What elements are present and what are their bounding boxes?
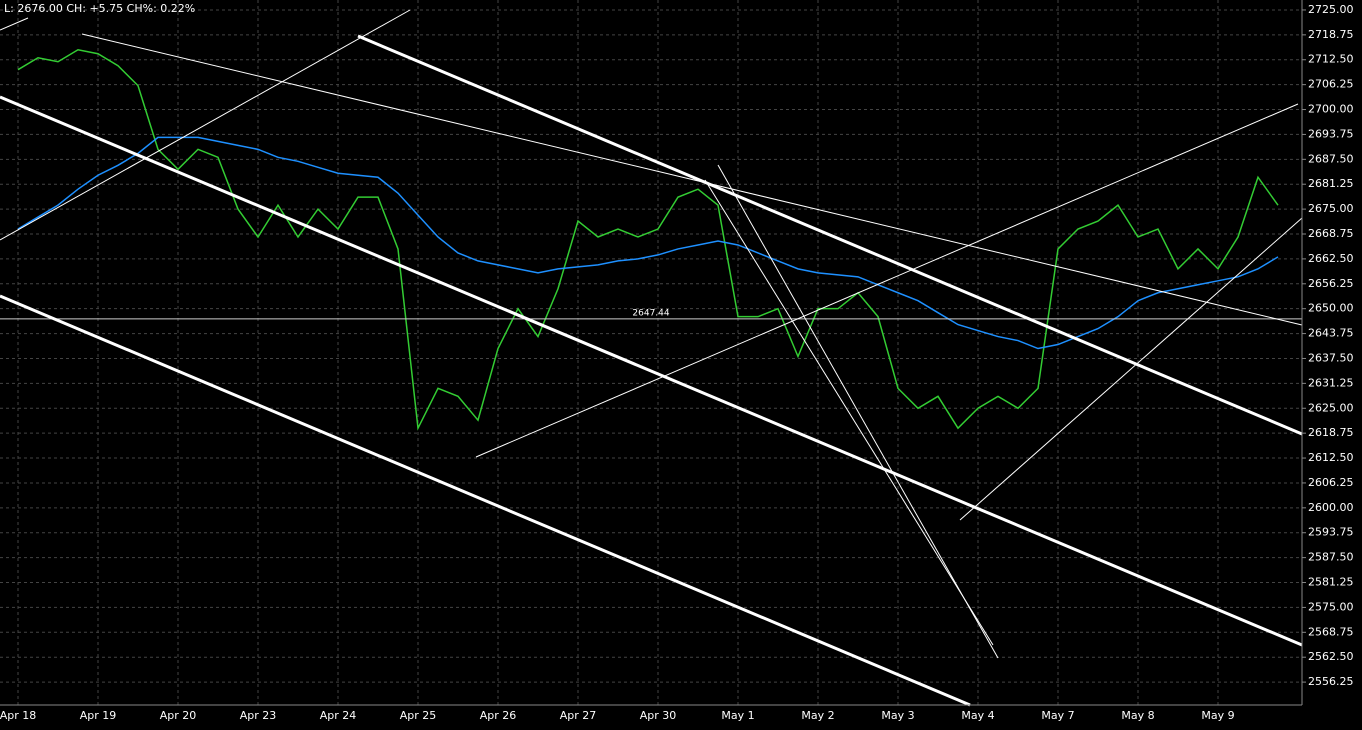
y-tick-label: 2681.25	[1308, 177, 1354, 190]
y-tick-label: 2643.75	[1308, 327, 1354, 340]
y-tick-label: 2718.75	[1308, 28, 1354, 41]
x-tick-label: Apr 30	[640, 709, 677, 722]
y-tick-label: 2568.75	[1308, 625, 1354, 638]
y-tick-label: 2587.50	[1308, 551, 1354, 564]
y-tick-label: 2606.25	[1308, 476, 1354, 489]
trend-line	[0, 17, 29, 31]
y-tick-label: 2556.25	[1308, 675, 1354, 688]
trendlines	[0, 9, 1303, 707]
y-tick-label: 2581.25	[1308, 576, 1354, 589]
y-tick-label: 2637.50	[1308, 351, 1354, 364]
x-tick-label: Apr 18	[0, 709, 36, 722]
x-tick-label: Apr 19	[80, 709, 117, 722]
grid	[0, 0, 1306, 705]
plot: 2647.44	[0, 48, 1302, 431]
y-tick-label: 2612.50	[1308, 451, 1354, 464]
price-line	[17, 136, 1279, 350]
y-tick-label: 2706.25	[1308, 78, 1354, 91]
y-tick-label: 2593.75	[1308, 526, 1354, 539]
x-tick-label: May 8	[1121, 709, 1154, 722]
y-tick-label: 2562.50	[1308, 650, 1354, 663]
y-tick-label: 2712.50	[1308, 53, 1354, 66]
trend-line	[717, 164, 999, 659]
x-tick-label: Apr 25	[400, 709, 437, 722]
y-tick-label: 2700.00	[1308, 103, 1354, 116]
trend-line	[475, 103, 1299, 458]
price-level-label: 2647.44	[632, 308, 669, 318]
trend-line	[704, 179, 994, 646]
x-tick-label: Apr 27	[560, 709, 597, 722]
trend-line	[0, 9, 411, 241]
y-tick-label: 2656.25	[1308, 277, 1354, 290]
info-text: L: 2676.00 CH: +5.75 CH%: 0.22%	[4, 2, 195, 15]
channel-line	[0, 95, 1303, 647]
y-tick-label: 2625.00	[1308, 401, 1354, 414]
trend-line	[81, 33, 1303, 326]
y-tick-label: 2631.25	[1308, 376, 1354, 389]
trend-line	[959, 217, 1303, 521]
y-tick-label: 2618.75	[1308, 426, 1354, 439]
channel-line	[357, 34, 1303, 436]
x-tick-label: May 2	[801, 709, 834, 722]
y-tick-label: 2662.50	[1308, 252, 1354, 265]
price-line	[17, 48, 1279, 431]
x-tick-label: Apr 20	[160, 709, 197, 722]
x-tick-label: May 3	[881, 709, 914, 722]
y-tick-label: 2575.00	[1308, 600, 1354, 613]
x-tick-label: May 9	[1201, 709, 1234, 722]
x-tick-label: Apr 26	[480, 709, 517, 722]
y-tick-label: 2600.00	[1308, 501, 1354, 514]
x-tick-label: May 1	[721, 709, 754, 722]
y-tick-label: 2675.00	[1308, 202, 1354, 215]
y-tick-label: 2693.75	[1308, 127, 1354, 140]
y-tick-label: 2650.00	[1308, 302, 1354, 315]
x-tick-label: Apr 24	[320, 709, 357, 722]
x-tick-label: May 7	[1041, 709, 1074, 722]
y-tick-label: 2668.75	[1308, 227, 1354, 240]
x-tick-label: Apr 23	[240, 709, 277, 722]
y-tick-label: 2687.50	[1308, 152, 1354, 165]
y-tick-label: 2725.00	[1308, 3, 1354, 16]
x-tick-label: May 4	[961, 709, 994, 722]
channel-line	[0, 294, 971, 707]
